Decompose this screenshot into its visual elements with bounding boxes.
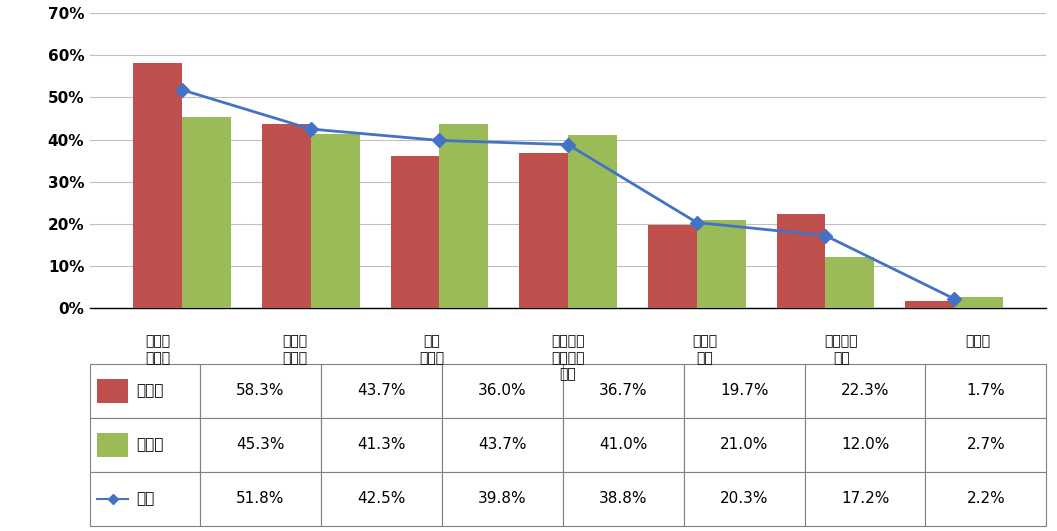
Bar <box>320 364 442 418</box>
Bar <box>200 364 320 418</box>
Bar <box>182 117 231 308</box>
Text: 36.0%: 36.0% <box>478 383 526 398</box>
Bar <box>90 364 200 418</box>
Bar <box>777 214 826 308</box>
Bar <box>442 418 562 472</box>
Text: 12.0%: 12.0% <box>840 437 889 452</box>
Bar <box>200 472 320 526</box>
Bar <box>954 297 1003 308</box>
Bar <box>569 135 617 308</box>
Bar <box>684 418 804 472</box>
Bar <box>440 124 488 308</box>
Text: 話を聞か
ない: 話を聞か ない <box>824 335 858 365</box>
Bar <box>804 364 926 418</box>
Text: 21.0%: 21.0% <box>720 437 768 452</box>
Text: 22.3%: 22.3% <box>840 383 889 398</box>
Bar <box>90 418 200 472</box>
Bar <box>684 364 804 418</box>
Text: 42.5%: 42.5% <box>357 491 406 506</box>
Bar <box>442 364 562 418</box>
Bar <box>905 301 954 308</box>
Bar <box>926 418 1046 472</box>
Text: 19.7%: 19.7% <box>720 383 768 398</box>
Text: 41.3%: 41.3% <box>357 437 406 452</box>
Bar <box>311 134 359 308</box>
Text: 2.2%: 2.2% <box>966 491 1005 506</box>
Text: 45.3%: 45.3% <box>236 437 284 452</box>
Text: 勉強方法
がわから
ない: 勉強方法 がわから ない <box>552 335 585 381</box>
Bar <box>391 157 440 308</box>
Bar <box>562 364 684 418</box>
Bar <box>697 220 745 308</box>
Bar <box>562 418 684 472</box>
Bar <box>648 225 697 308</box>
Bar <box>320 418 442 472</box>
Bar <box>442 472 562 526</box>
Text: 39.8%: 39.8% <box>478 491 526 506</box>
Text: 1.7%: 1.7% <box>966 383 1005 398</box>
Bar <box>90 472 200 526</box>
Text: 中学生: 中学生 <box>135 437 163 452</box>
Text: 36.7%: 36.7% <box>599 383 648 398</box>
Bar <box>804 472 926 526</box>
Text: 58.3%: 58.3% <box>236 383 284 398</box>
Bar <box>262 124 311 308</box>
Bar <box>926 472 1046 526</box>
Text: 20.3%: 20.3% <box>720 491 768 506</box>
Bar <box>562 472 684 526</box>
Text: 集中力
がない: 集中力 がない <box>146 335 171 365</box>
Bar <box>97 379 128 403</box>
Bar <box>519 153 569 308</box>
Text: やる気
がない: やる気 がない <box>282 335 308 365</box>
Bar <box>320 472 442 526</box>
Text: 41.0%: 41.0% <box>599 437 647 452</box>
Bar <box>684 472 804 526</box>
Text: 小学生: 小学生 <box>135 383 163 398</box>
Bar <box>133 63 182 308</box>
Bar <box>826 258 874 308</box>
Text: 43.7%: 43.7% <box>357 383 406 398</box>
Text: 51.8%: 51.8% <box>236 491 284 506</box>
Bar <box>200 418 320 472</box>
Text: 38.8%: 38.8% <box>599 491 647 506</box>
Bar <box>804 418 926 472</box>
Bar <box>97 433 128 457</box>
Text: 全体: 全体 <box>135 491 154 506</box>
Text: 2.7%: 2.7% <box>966 437 1005 452</box>
Text: 勉強が
嫌い: 勉強が 嫌い <box>692 335 718 365</box>
Text: 43.7%: 43.7% <box>478 437 526 452</box>
Text: 17.2%: 17.2% <box>840 491 889 506</box>
Bar <box>926 364 1046 418</box>
Text: 要領
が悪い: 要領 が悪い <box>419 335 444 365</box>
Text: その他: その他 <box>965 335 990 348</box>
